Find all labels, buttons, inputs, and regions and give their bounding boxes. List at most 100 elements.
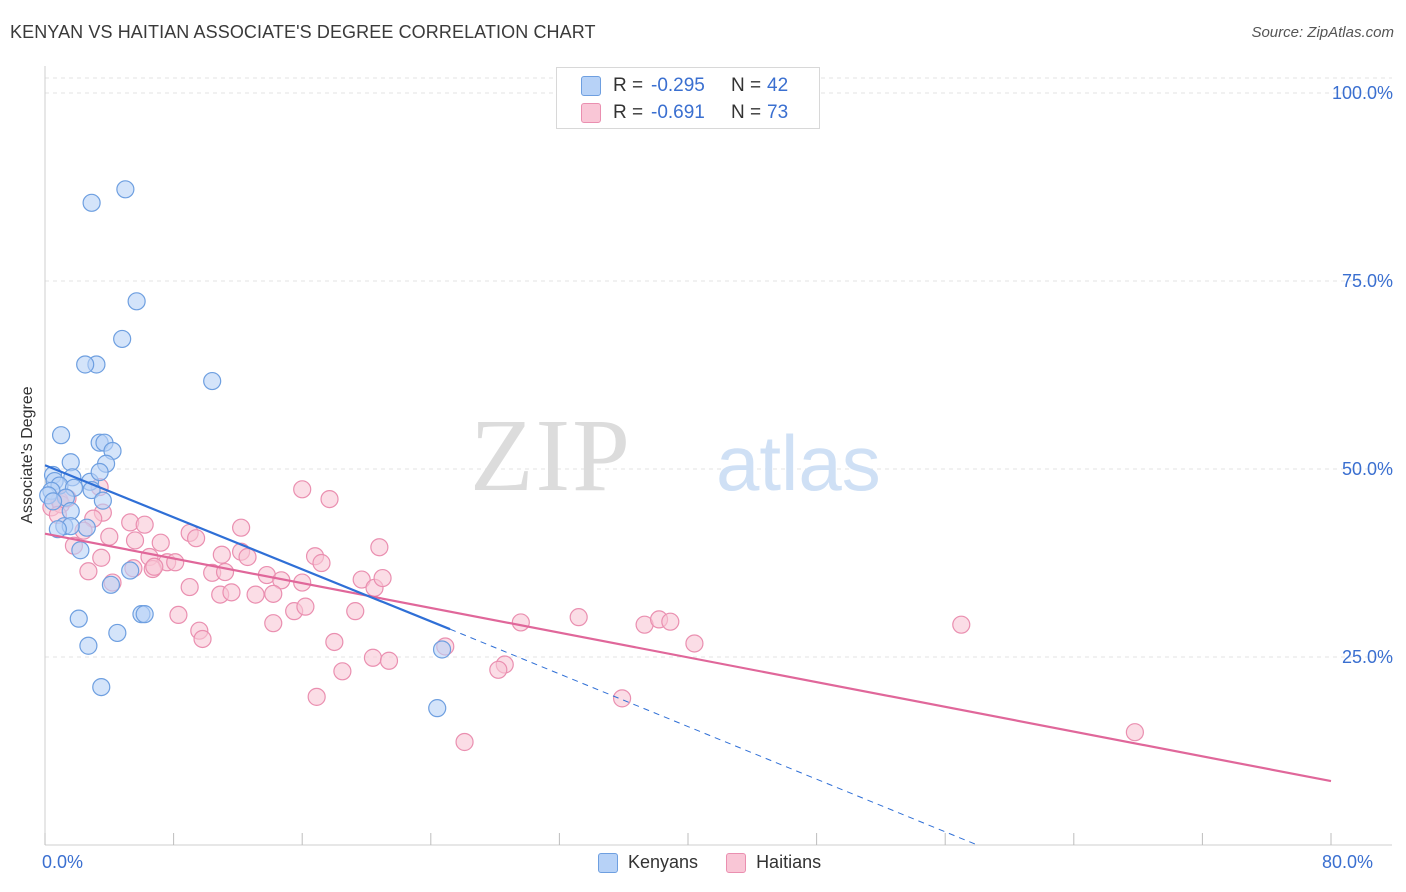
haitians-swatch (581, 103, 601, 123)
haitians-point (489, 660, 508, 679)
haitians-points (42, 477, 1144, 752)
source-label: Source: ZipAtlas.com (1251, 24, 1394, 41)
kenyans-trend-line (44, 464, 451, 631)
haitians-point (166, 553, 185, 572)
kenyans-point (428, 699, 447, 718)
kenyans-point (90, 462, 109, 482)
haitians-point (1125, 723, 1144, 742)
kenyans-trend-extension (449, 628, 978, 846)
legend-item-haitians[interactable]: Haitians (726, 852, 821, 873)
kenyans-point (76, 355, 95, 374)
watermark-atlas: atlas (716, 419, 881, 507)
kenyans-point (203, 371, 222, 391)
trend-lines (44, 464, 1332, 846)
haitians-point (264, 614, 283, 633)
haitians-point (455, 732, 474, 752)
x-tick-min: 0.0% (42, 852, 84, 872)
kenyans-point (77, 518, 96, 537)
y-axis-label: Associate's Degree (19, 386, 36, 524)
kenyans-point (432, 640, 452, 659)
haitians-point (370, 538, 389, 557)
kenyans-point (48, 520, 67, 539)
haitians-point (212, 545, 231, 564)
kenyans-point (121, 561, 140, 580)
watermark: ZIP atlas (470, 398, 881, 513)
haitians-point (79, 562, 98, 581)
haitians-point (685, 634, 704, 653)
haitians-point (145, 557, 164, 576)
haitians-point (135, 515, 154, 534)
kenyans-point (127, 292, 146, 311)
kenyans-point (116, 180, 135, 199)
haitians-point (125, 531, 145, 550)
kenyans-point (82, 193, 101, 212)
haitians-point (312, 553, 331, 573)
kenyans-point (93, 491, 112, 510)
haitians-point (193, 629, 212, 649)
haitians-point (352, 570, 371, 589)
haitians-point (346, 602, 365, 621)
kenyans-point (79, 636, 98, 655)
r-label: R = (613, 75, 644, 96)
haitians-point (222, 583, 241, 602)
y-tick-labels: 25.0% 50.0% 75.0% 100.0% (1332, 83, 1393, 667)
haitians-point (151, 533, 170, 552)
haitians-point (100, 527, 119, 546)
haitians-point (264, 584, 283, 603)
haitians-point (293, 480, 312, 499)
kenyans-point (113, 329, 132, 349)
r-label: R = (613, 102, 644, 123)
kenyans-point (92, 677, 111, 697)
kenyans-point (69, 609, 88, 628)
correlation-legend: R = -0.295 N = 42 R = -0.691 N = 73 (556, 67, 820, 129)
haitians-point (180, 577, 199, 597)
haitians-point (238, 547, 257, 567)
kenyans-point (135, 605, 154, 624)
haitians-point (307, 687, 326, 706)
n-label: N = (731, 75, 762, 96)
kenyans-swatch (581, 76, 601, 96)
haitians-point (92, 548, 111, 567)
haitians-point (379, 651, 399, 670)
haitians-point (952, 615, 971, 634)
kenyans-point (51, 426, 71, 445)
haitians-point (296, 597, 315, 616)
kenyans-legend-label: Kenyans (628, 852, 699, 872)
r-value: -0.295 (651, 75, 705, 96)
haitians-point (569, 608, 588, 627)
y-tick-label: 25.0% (1342, 647, 1393, 667)
haitians-legend-swatch (726, 852, 747, 873)
haitians-point (169, 605, 188, 625)
haitians-point (511, 613, 530, 632)
haitians-point (325, 632, 344, 652)
haitians-point (363, 648, 383, 667)
kenyans-point (71, 541, 90, 560)
kenyans-legend-swatch (598, 852, 618, 873)
haitians-legend-label: Haitians (756, 852, 822, 872)
legend-row-kenyans: R = -0.295 N = 42 (557, 74, 788, 98)
haitians-point (187, 529, 206, 548)
n-value: 73 (767, 102, 789, 123)
haitians-point (232, 518, 251, 537)
haitians-point (661, 612, 680, 631)
y-tick-label: 75.0% (1342, 271, 1393, 291)
kenyans-point (61, 453, 80, 472)
kenyans-point (101, 575, 121, 594)
series-legend: Kenyans Haitians (598, 852, 849, 873)
haitians-trend-line (44, 532, 1332, 783)
n-label: N = (731, 102, 762, 123)
gridlines (45, 77, 1392, 658)
haitians-point (612, 689, 632, 708)
y-tick-label: 50.0% (1342, 459, 1393, 479)
kenyans-points (39, 180, 452, 718)
haitians-point (320, 489, 339, 509)
n-value: 42 (767, 75, 789, 96)
watermark-zip: ZIP (470, 398, 632, 513)
kenyans-point (43, 492, 63, 511)
legend-item-kenyans[interactable]: Kenyans (598, 852, 698, 873)
x-tick-max: 80.0% (1322, 852, 1374, 872)
haitians-point (333, 662, 352, 681)
y-tick-label: 100.0% (1332, 83, 1393, 103)
legend-row-haitians: R = -0.691 N = 73 (557, 101, 788, 125)
